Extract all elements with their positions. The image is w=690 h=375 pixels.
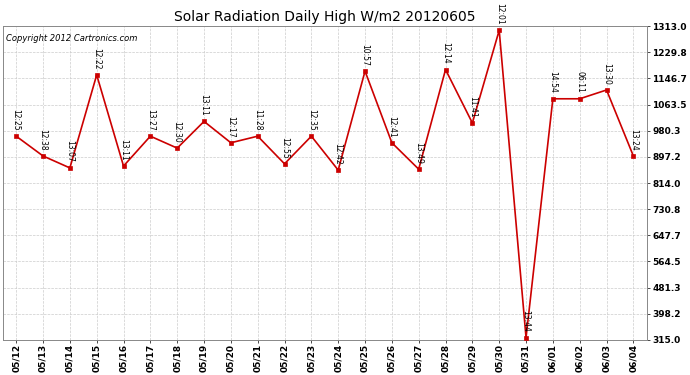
Text: 12:14: 12:14 [441, 42, 450, 64]
Text: 12:30: 12:30 [172, 121, 181, 142]
Text: 12:17: 12:17 [226, 116, 235, 137]
Text: 12:41: 12:41 [387, 116, 396, 137]
Text: 13:44: 13:44 [522, 310, 531, 332]
Text: 13:30: 13:30 [602, 63, 611, 84]
Text: 13:07: 13:07 [66, 141, 75, 162]
Text: 14:54: 14:54 [549, 71, 558, 93]
Title: Solar Radiation Daily High W/m2 20120605: Solar Radiation Daily High W/m2 20120605 [174, 10, 475, 24]
Text: 12:55: 12:55 [280, 136, 289, 158]
Text: 10:57: 10:57 [361, 44, 370, 66]
Text: 13:11: 13:11 [119, 139, 128, 160]
Text: 12:38: 12:38 [39, 129, 48, 150]
Text: Copyright 2012 Cartronics.com: Copyright 2012 Cartronics.com [6, 34, 137, 43]
Text: 12:42: 12:42 [334, 143, 343, 165]
Text: 06:11: 06:11 [575, 72, 584, 93]
Text: 13:24: 13:24 [629, 129, 638, 150]
Text: 13:27: 13:27 [146, 109, 155, 130]
Text: 13:11: 13:11 [199, 94, 208, 116]
Text: 12:35: 12:35 [307, 109, 316, 130]
Text: 11:28: 11:28 [253, 109, 262, 130]
Text: 12:01: 12:01 [495, 3, 504, 25]
Text: 11:41: 11:41 [468, 96, 477, 117]
Text: 12:22: 12:22 [92, 48, 101, 69]
Text: 12:25: 12:25 [12, 109, 21, 130]
Text: 13:49: 13:49 [414, 142, 423, 164]
